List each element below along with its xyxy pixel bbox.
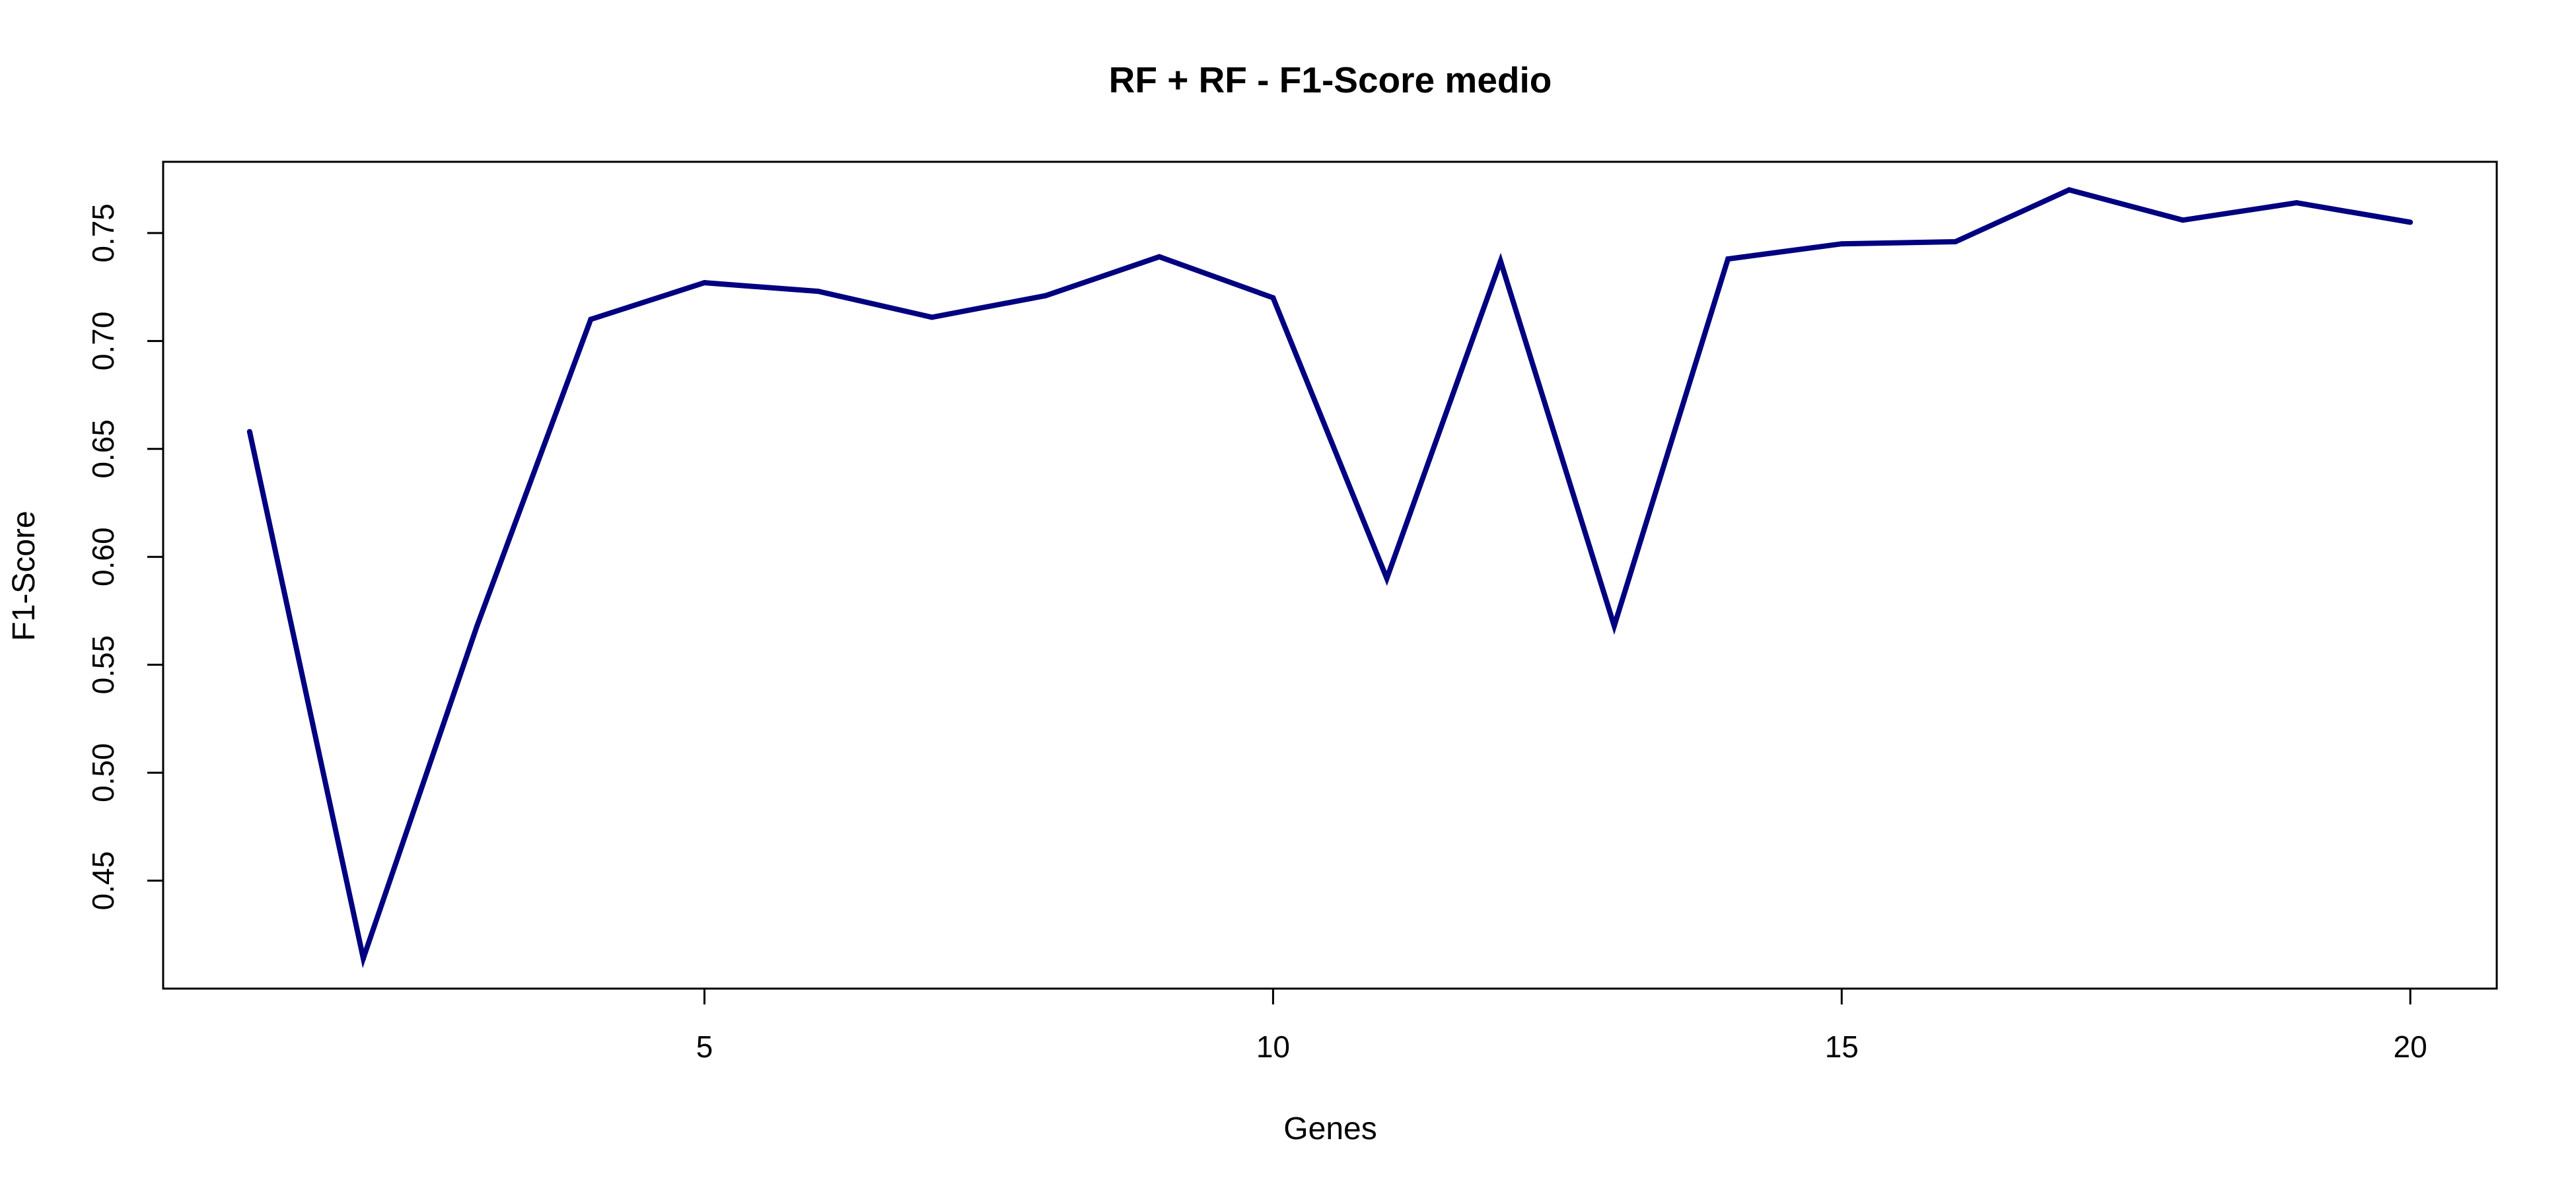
y-axis: 0.45 0.50 0.55 0.60 0.65 0.70 0.75 — [86, 203, 163, 910]
series-line — [246, 187, 2411, 969]
data-point — [701, 280, 707, 286]
data-point — [474, 623, 480, 629]
data-point — [1384, 575, 1390, 581]
data-point — [815, 289, 821, 295]
data-point — [246, 429, 252, 435]
y-axis-label: F1-Score — [7, 510, 42, 641]
x-tick-label: 5 — [696, 1030, 713, 1064]
x-tick-label: 20 — [2394, 1030, 2427, 1064]
y-tick-label: 0.75 — [86, 203, 120, 263]
data-point — [2408, 219, 2414, 225]
x-tick-label: 10 — [1256, 1030, 1290, 1064]
data-point — [929, 314, 935, 320]
series-layer — [246, 187, 2414, 969]
data-point — [2180, 217, 2186, 223]
data-point — [1043, 293, 1049, 298]
data-point — [1725, 256, 1731, 262]
y-tick-label: 0.50 — [86, 743, 120, 802]
data-point — [2066, 187, 2072, 193]
plot-frame — [162, 160, 2498, 990]
data-point — [2293, 200, 2299, 206]
y-tick-label: 0.55 — [86, 635, 120, 695]
chart-title: RF + RF - F1-Score medio — [1109, 59, 1552, 100]
data-point — [588, 316, 594, 322]
data-point — [1952, 238, 1958, 244]
y-tick-label: 0.60 — [86, 527, 120, 586]
y-tick-label: 0.45 — [86, 851, 120, 911]
x-axis: 5 10 15 20 — [696, 989, 2427, 1064]
y-tick-label: 0.65 — [86, 419, 120, 479]
data-point — [1157, 254, 1163, 260]
y-tick-label: 0.70 — [86, 312, 120, 371]
data-point — [1497, 258, 1503, 264]
data-point — [1839, 241, 1845, 247]
x-tick-label: 15 — [1825, 1030, 1859, 1064]
data-point — [1270, 295, 1276, 300]
data-point — [361, 956, 367, 962]
x-axis-label: Genes — [1283, 1111, 1377, 1146]
data-point — [1611, 623, 1617, 629]
